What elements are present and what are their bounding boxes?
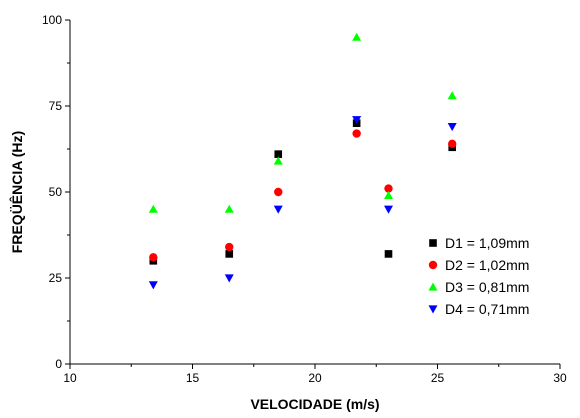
y-tick-label: 75: [49, 99, 63, 113]
data-point: [274, 187, 283, 197]
data-point: [225, 250, 234, 258]
y-axis-label: FREQÜÊNCIA (Hz): [8, 131, 25, 253]
data-point: [384, 184, 393, 193]
data-point: [384, 190, 393, 200]
series-2: [149, 129, 457, 262]
x-tick-label: 25: [431, 371, 445, 385]
data-point: [384, 205, 393, 214]
legend-label: D1 = 1,09mm: [445, 235, 529, 251]
series-4: [148, 116, 457, 290]
legend: D1 = 1,09mm D2 = 1,02mm D3 = 0,81mm D4 = 0,…: [428, 235, 529, 317]
x-tick-label: 10: [63, 371, 77, 385]
series-3: [148, 32, 457, 213]
data-point: [148, 204, 158, 213]
data-point: [224, 274, 234, 283]
legend-marker: [429, 239, 437, 247]
y-ticks: 0 25 50 75 100: [42, 13, 70, 371]
data-point: [447, 123, 457, 132]
data-point: [273, 156, 283, 165]
legend-marker: [428, 260, 438, 270]
data-point: [224, 204, 234, 213]
data-point: [225, 242, 234, 252]
x-axis-label: VELOCIDADE (m/s): [250, 396, 379, 412]
data-points: [148, 32, 457, 290]
data-point: [352, 129, 361, 138]
x-tick-label: 15: [186, 371, 200, 385]
data-point: [149, 253, 158, 262]
legend-marker: [428, 282, 438, 291]
x-tick-label: 20: [308, 371, 322, 385]
data-point: [148, 281, 158, 290]
y-tick-label: 100: [42, 13, 62, 27]
y-tick-label: 50: [49, 185, 63, 199]
series-1: [149, 119, 456, 265]
legend-item-3: D3 = 0,81mm: [428, 279, 529, 295]
data-point: [352, 32, 362, 41]
x-tick-label: 30: [553, 371, 567, 385]
legend-item-1: D1 = 1,09mm: [429, 235, 529, 251]
data-point: [274, 150, 283, 158]
legend-label: D2 = 1,02mm: [445, 257, 529, 273]
legend-label: D4 = 0,71mm: [445, 301, 529, 317]
y-tick-label: 0: [55, 357, 62, 371]
legend-marker: [428, 305, 438, 314]
legend-item-2: D2 = 1,02mm: [428, 257, 529, 273]
x-ticks: 10 15 20 25 30: [63, 364, 567, 385]
data-point: [447, 91, 457, 100]
data-point: [273, 205, 283, 214]
data-point: [448, 139, 457, 149]
data-point: [384, 250, 393, 258]
legend-item-4: D4 = 0,71mm: [428, 301, 529, 317]
y-tick-label: 25: [49, 271, 63, 285]
legend-label: D3 = 0,81mm: [445, 279, 529, 295]
data-point: [352, 116, 362, 125]
